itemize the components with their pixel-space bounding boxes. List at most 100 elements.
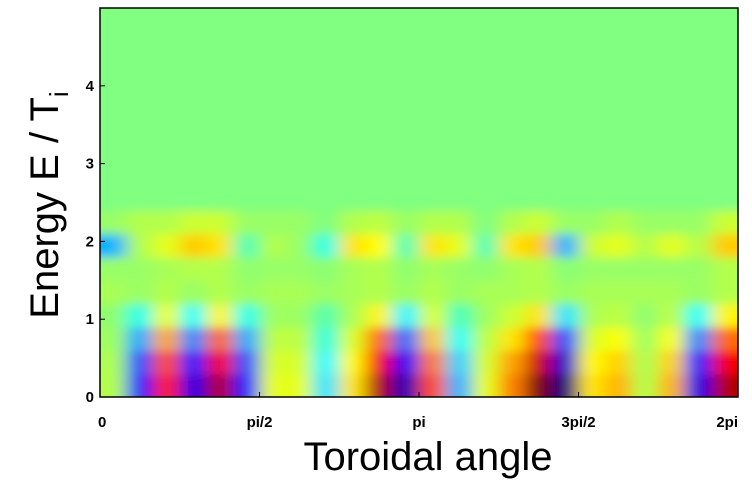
heat-cell — [658, 256, 686, 281]
y-axis-label-main: Energy E / T — [23, 97, 67, 319]
heat-cell — [711, 373, 738, 397]
heat-cell — [259, 280, 287, 305]
heat-cell — [525, 350, 553, 375]
heat-cell — [472, 373, 500, 397]
heat-cell — [684, 326, 713, 351]
heat-cell — [232, 303, 261, 328]
heat-cell — [658, 210, 686, 235]
heat-cell — [339, 233, 367, 258]
heat-cell — [551, 303, 580, 328]
x-tick-label: pi/2 — [247, 414, 273, 431]
x-tick-label: 0 — [98, 414, 106, 431]
heat-cell — [126, 210, 154, 235]
heat-cell — [631, 280, 659, 305]
heatmap-cells — [100, 8, 738, 397]
heat-cell — [126, 280, 154, 305]
heat-cell — [445, 210, 473, 235]
heat-cell — [206, 350, 234, 375]
heat-cell — [179, 350, 207, 375]
heat-cell — [206, 8, 234, 211]
heat-cell — [684, 8, 713, 211]
heat-cell — [498, 326, 526, 351]
heat-cell — [179, 256, 207, 281]
heat-cell — [126, 373, 154, 397]
heat-cell — [419, 303, 447, 328]
heat-cell — [259, 326, 287, 351]
heat-cell — [100, 373, 128, 397]
heat-cell — [605, 256, 633, 281]
heat-cell — [126, 233, 154, 258]
heat-cell — [232, 210, 261, 235]
heat-cell — [711, 280, 738, 305]
heat-cell — [365, 350, 394, 375]
heat-cell — [206, 326, 234, 351]
heat-cell — [472, 256, 500, 281]
heat-cell — [631, 8, 659, 211]
heat-cell — [631, 350, 659, 375]
heat-cell — [631, 303, 659, 328]
heat-cell — [100, 326, 128, 351]
heat-cell — [259, 303, 287, 328]
heat-cell — [153, 8, 181, 211]
heat-cell — [658, 280, 686, 305]
heat-cell — [498, 303, 526, 328]
heat-cell — [100, 280, 128, 305]
heat-cell — [498, 280, 526, 305]
heat-cell — [578, 233, 606, 258]
heat-cell — [126, 326, 154, 351]
heat-cell — [658, 233, 686, 258]
heat-cell — [392, 303, 420, 328]
heat-cell — [339, 210, 367, 235]
heat-cell — [419, 233, 447, 258]
heat-cell — [711, 256, 738, 281]
heat-cell — [286, 373, 314, 397]
heat-cell — [339, 350, 367, 375]
heat-cell — [445, 326, 473, 351]
heat-cell — [658, 350, 686, 375]
heat-cell — [711, 303, 738, 328]
heat-cell — [100, 233, 128, 258]
heat-cell — [392, 326, 420, 351]
heat-cell — [179, 373, 207, 397]
heat-cell — [365, 326, 394, 351]
heat-cell — [525, 8, 553, 211]
heat-cell — [126, 256, 154, 281]
heat-cell — [179, 303, 207, 328]
heat-cell — [684, 280, 713, 305]
heat-cell — [498, 210, 526, 235]
heat-cell — [286, 210, 314, 235]
heat-cell — [365, 256, 394, 281]
heat-cell — [232, 8, 261, 211]
heat-cell — [525, 280, 553, 305]
heat-cell — [232, 256, 261, 281]
heat-cell — [445, 233, 473, 258]
heat-cell — [445, 280, 473, 305]
heat-cell — [153, 233, 181, 258]
heat-cell — [551, 8, 580, 211]
heat-cell — [605, 8, 633, 211]
heat-cell — [392, 373, 420, 397]
heat-cell — [339, 326, 367, 351]
x-tick-label: 3pi/2 — [561, 414, 595, 431]
heat-cell — [392, 8, 420, 211]
heat-cell — [551, 210, 580, 235]
heat-cell — [179, 280, 207, 305]
heat-cell — [711, 233, 738, 258]
heat-cell — [392, 210, 420, 235]
heat-cell — [392, 350, 420, 375]
heat-cell — [419, 350, 447, 375]
heat-cell — [551, 280, 580, 305]
heat-cell — [445, 373, 473, 397]
heat-cell — [605, 233, 633, 258]
heat-cell — [578, 373, 606, 397]
heat-cell — [525, 373, 553, 397]
heat-cell — [525, 256, 553, 281]
heat-cell — [711, 8, 738, 211]
heat-cell — [498, 233, 526, 258]
heat-cell — [286, 256, 314, 281]
heat-cell — [605, 303, 633, 328]
heat-cell — [153, 373, 181, 397]
heat-cell — [578, 303, 606, 328]
heat-cell — [232, 280, 261, 305]
heat-cell — [153, 280, 181, 305]
